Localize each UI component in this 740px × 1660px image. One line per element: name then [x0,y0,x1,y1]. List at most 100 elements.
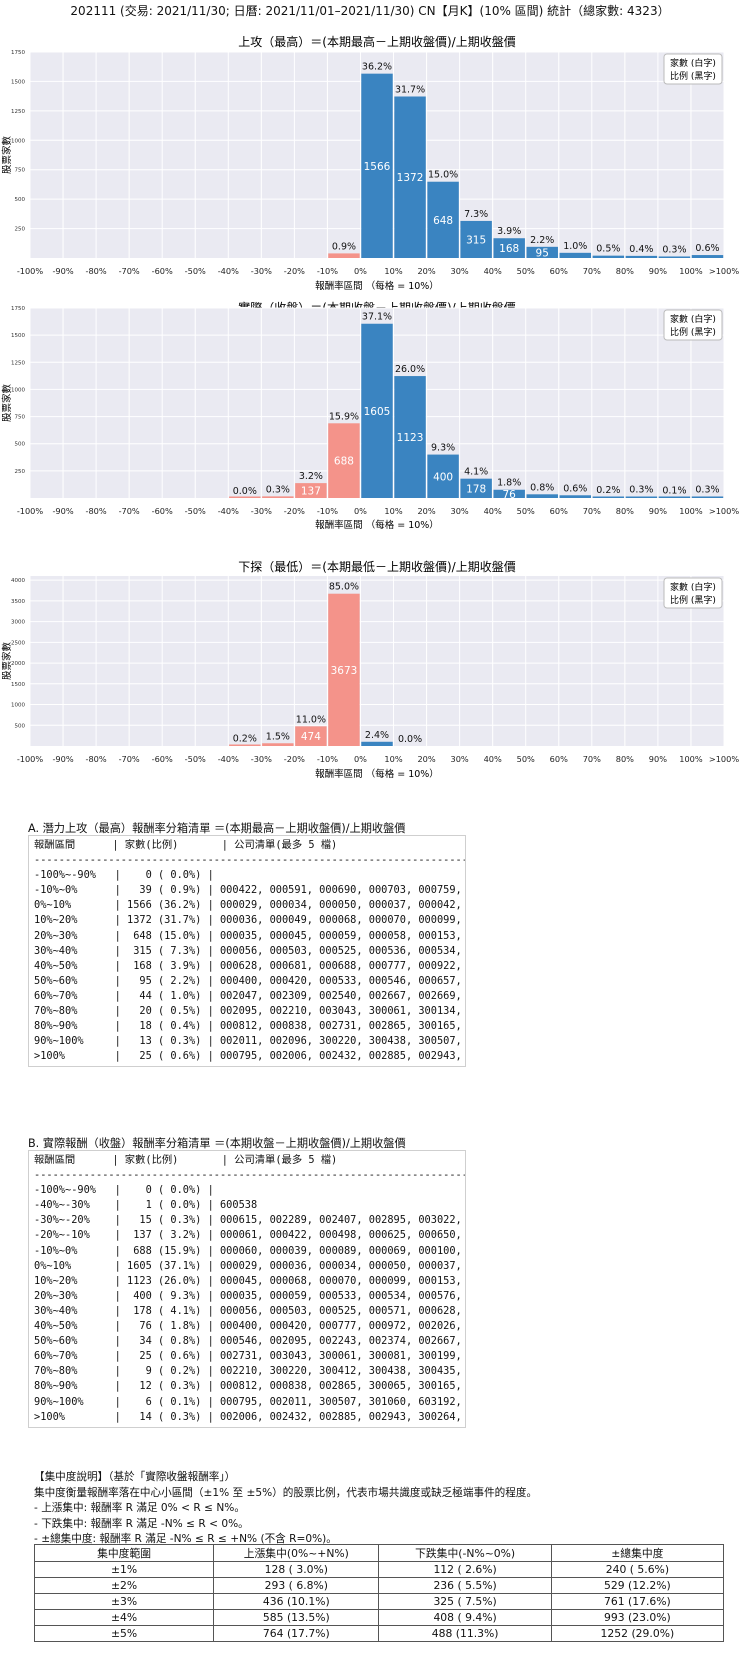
x-tick-label: -50% [185,266,206,276]
y-tick-label: 250 [15,469,26,475]
bar--30%~-20% [262,496,294,498]
bar-30%~40% [460,220,492,258]
table-cell: 764 (17.7%) [213,1625,380,1642]
y-tick-label: 500 [15,723,26,729]
x-tick-label: -70% [119,506,140,516]
bar--10%~0% [328,253,360,258]
page-title: 202111 (交易: 2021/11/30; 日曆: 2021/11/01–2… [70,4,670,18]
x-tick-label: -60% [152,754,173,764]
table-cell: 325 ( 7.5%) [378,1593,552,1610]
y-tick-label: 1250 [11,360,25,366]
y-tick-label: 1000 [11,138,25,144]
bar-count-label: 1123 [397,432,424,444]
bar-40%~50% [493,489,525,498]
table-b-title: B. 實際報酬（收盤）報酬率分箱清單 ＝(本期收盤－上期收盤價)/上期收盤價 [28,1137,406,1150]
bar-percent-label: 1.0% [563,241,587,252]
bar-0%~10% [361,323,393,498]
x-tick-label: -40% [218,506,239,516]
legend-frame [663,309,723,341]
bar-percent-label: 0.3% [662,244,686,255]
x-tick-label: 40% [484,266,502,276]
x-tick-label: 20% [417,266,435,276]
table-cell: ±3% [33,1593,215,1610]
table-cell: 436 (10.1%) [213,1593,380,1610]
x-tick-label: -90% [52,754,73,764]
x-tick-label: 0% [354,754,367,764]
bar-percent-label: 0.6% [563,483,587,494]
table-row: 10%~20% | 1372 (31.7%) | 000036, 000049,… [34,914,462,927]
table-row: 30%~40% | 315 ( 7.3%) | 000056, 000503, … [34,944,462,957]
x-tick-label: 90% [649,506,667,516]
bar-count-label: 1372 [397,172,424,184]
bar-count-label: 1605 [364,406,391,418]
table-row: ±4% 585 (13.5%) 408 ( 9.4%) 993 (23.0%) [33,1609,725,1626]
chart-upside: 上攻（最高）＝(本期最高－上期收盤價)/上期收盤價 250 500 750 1000 12… [1,34,739,292]
bar-40%~50% [493,238,525,258]
y-axis-label: 股票家數 [1,384,13,423]
chart-downside: 下探（最低）＝(本期最低－上期收盤價)/上期收盤價 500 1000 1500 2000… [1,560,739,780]
bar-count-label: 400 [433,471,453,483]
x-axis-label: 報酬率區間 （每格 = 10%） [315,519,439,531]
table-cell: ±5% [33,1625,215,1642]
concentration-table: 集中度範圍 上漲集中(0%~+N%) 下跌集中(-N%~0%) ±總集中度 ±1… [33,1544,725,1642]
x-tick-label: >100% [709,266,739,276]
notes-line: - 上漲集中: 報酬率 R 滿足 0% < R ≤ N%。 [34,1502,245,1515]
bar-20%~30% [427,181,459,258]
bar-50%~60% [526,246,558,258]
bar-60%~70% [559,252,592,258]
x-tick-label: >100% [709,754,739,764]
bar-percent-label: 0.5% [596,244,620,255]
y-tick-label: 1000 [11,703,25,709]
x-tick-label: 90% [649,266,667,276]
x-tick-label: -70% [119,754,140,764]
x-tick-label: 50% [517,506,535,516]
concentration-notes: 【集中度說明】（基於「實際收盤報酬率」） 集中度衡量報酬率落在中心小區間（±1%… [34,1470,724,1548]
x-tick-label: -30% [251,266,272,276]
bar-percent-label: 0.0% [233,486,257,497]
bar-90%~100% [658,496,691,498]
table-row: 20%~30% | 400 ( 9.3%) | 000035, 000059, … [34,1289,462,1302]
table-row: ±3% 436 (10.1%) 325 ( 7.5%) 761 (17.6%) [33,1593,725,1610]
table-row: 60%~70% | 25 ( 0.6%) | 002731, 003043, 3… [34,1350,462,1363]
bar-60%~70% [559,495,592,498]
x-axis-label: 報酬率區間 （每格 = 10%） [315,280,439,292]
bar-count-label: 76 [503,489,517,501]
column-header: ±總集中度 [550,1544,725,1562]
bar-percent-label: 36.2% [362,62,392,73]
table-row: 40%~50% | 168 ( 3.9%) | 000628, 000681, … [34,959,462,972]
table-cell: 761 (17.6%) [550,1593,725,1610]
table-row: ±1% 128 ( 3.0%) 112 ( 2.6%) 240 ( 5.6%) [33,1561,725,1578]
bar-percent-label: 4.1% [464,467,488,478]
y-tick-label: 1000 [11,387,25,393]
legend-ratio-label: 比例 (黑字) [670,326,716,338]
bar-percent-label: 0.0% [398,734,422,745]
table-row: 70%~80% | 9 ( 0.2%) | 002210, 300220, 30… [34,1365,462,1378]
table-row: ±2% 293 ( 6.8%) 236 ( 5.5%) 529 (12.2%) [33,1577,725,1594]
bar--40%~-30% [229,496,261,498]
x-tick-label: 60% [550,266,568,276]
x-tick-label: 0% [354,506,367,516]
bar-count-label: 137 [301,486,321,498]
x-tick-label: 0% [354,266,367,276]
table-header-row: 報酬區間 | 家數(比例) | 公司清單(最多 5 檔) [34,1154,338,1166]
table-row: >100% | 14 ( 0.3%) | 002006, 002432, 002… [34,1410,462,1423]
bar-percent-label: 0.1% [662,485,686,496]
x-tick-label: 70% [583,754,601,764]
chart-legend: 家數 (白字)比例 (黑字) [663,53,723,85]
x-tick-label: 50% [517,266,535,276]
legend-ratio-label: 比例 (黑字) [670,70,716,82]
column-header: 下跌集中(-N%~0%) [378,1544,552,1562]
table-cell: ±1% [33,1561,215,1578]
legend-ratio-label: 比例 (黑字) [670,594,716,606]
bar-percent-label: 3.2% [299,471,323,482]
table-cell: 293 ( 6.8%) [213,1577,380,1594]
y-axis-label: 股票家數 [1,642,13,681]
y-tick-label: 1750 [11,50,25,56]
table-cell: 240 ( 5.6%) [550,1561,725,1578]
x-tick-label: 100% [679,754,703,764]
x-tick-label: 30% [451,754,469,764]
x-tick-label: 80% [616,506,634,516]
x-tick-label: 30% [451,506,469,516]
x-tick-label: -100% [17,754,44,764]
x-tick-label: -80% [86,754,107,764]
